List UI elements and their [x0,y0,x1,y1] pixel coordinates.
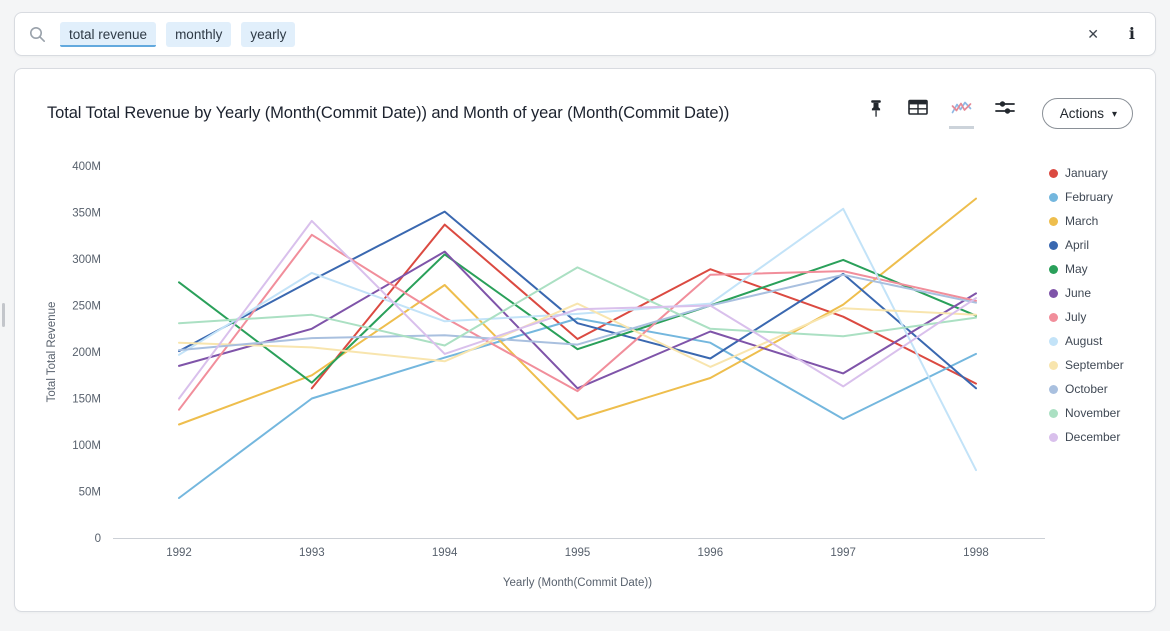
legend-dot-march [1049,216,1058,226]
legend-dot-december [1049,432,1058,442]
search-token-strip[interactable]: total revenue monthly yearly [50,21,296,47]
y-tick-label: 250M [72,301,101,313]
y-tick-label: 300M [72,254,101,266]
legend-label: October [1065,382,1108,396]
legend-item-may[interactable]: May [1049,257,1124,281]
pin-icon[interactable] [865,98,887,129]
legend-item-december[interactable]: December [1049,425,1124,449]
x-axis-title: Yearly (Month(Commit Date)) [503,577,652,589]
search-bar[interactable]: total revenue monthly yearly ✕ i [14,12,1156,56]
chart-title: Total Total Revenue by Yearly (Month(Com… [47,103,730,122]
search-token-yearly[interactable]: yearly [241,21,296,47]
y-tick-label: 0 [95,533,101,545]
search-icon [29,26,46,43]
legend-dot-october [1049,384,1058,394]
y-tick-label: 400M [72,161,101,173]
legend-item-september[interactable]: September [1049,353,1124,377]
series-line-december[interactable] [178,219,977,400]
actions-button[interactable]: Actions ▾ [1041,97,1133,129]
legend-item-february[interactable]: February [1049,185,1124,209]
y-axis-title: Total Total Revenue [46,302,58,403]
y-tick-label: 50M [79,487,101,499]
legend-dot-november [1049,408,1058,418]
legend-item-november[interactable]: November [1049,401,1124,425]
caret-down-icon: ▾ [1111,108,1117,120]
legend-label: December [1065,430,1121,444]
y-tick-label: 100M [72,440,101,452]
x-tick-label: 1997 [830,547,856,559]
legend-dot-february [1049,192,1058,202]
clear-search-icon[interactable]: ✕ [1087,26,1099,42]
legend-label: February [1065,190,1114,204]
y-tick-label: 150M [72,394,101,406]
legend-dot-june [1049,288,1058,298]
series-line-february[interactable] [178,317,977,499]
legend-dot-september [1049,360,1058,370]
series-line-july[interactable] [178,233,977,411]
legend-label: June [1065,286,1092,300]
series-line-june[interactable] [178,250,977,390]
series-line-september[interactable] [178,302,977,368]
series-line-january[interactable] [310,223,977,390]
legend-item-january[interactable]: January [1049,161,1124,185]
series-line-november[interactable] [178,266,977,347]
legend-dot-january [1049,168,1058,178]
y-tick-label: 350M [72,208,101,220]
x-tick-label: 1994 [432,547,458,559]
legend-dot-may [1049,264,1058,274]
legend-label: January [1065,166,1108,180]
legend-dot-july [1049,312,1058,322]
legend-item-june[interactable]: June [1049,281,1124,305]
line-chart[interactable]: 400M 350M 300M 250M 200M 150M 100M 50M 0 Total To… [15,69,1157,613]
series-line-may[interactable] [178,253,977,384]
chart-config-icon[interactable] [993,98,1017,129]
answer-card: Total Total Revenue by Yearly (Month(Com… [14,68,1156,612]
table-icon[interactable] [906,98,930,129]
legend-label: March [1065,214,1099,228]
legend-item-july[interactable]: July [1049,305,1124,329]
legend-item-august[interactable]: August [1049,329,1124,353]
legend-label: May [1065,262,1088,276]
header-toolbar: Actions ▾ [865,97,1133,129]
search-token-monthly[interactable]: monthly [166,21,232,47]
x-tick-label: 1995 [565,547,591,559]
series-line-october[interactable] [178,273,977,352]
legend-item-october[interactable]: October [1049,377,1124,401]
legend-item-april[interactable]: April [1049,233,1124,257]
y-tick-label: 200M [72,347,101,359]
chart-legend: January February March April May June July Augu… [1049,161,1124,449]
legend-dot-april [1049,240,1058,250]
x-tick-label: 1993 [299,547,325,559]
x-tick-label: 1996 [698,547,724,559]
left-panel-handle[interactable] [2,303,5,327]
chart-icon[interactable] [948,98,974,129]
answer-header: Total Total Revenue by Yearly (Month(Com… [47,95,1133,131]
legend-label: July [1065,310,1087,324]
legend-label: April [1065,238,1090,252]
legend-label: November [1065,406,1121,420]
series-line-march[interactable] [178,197,977,426]
legend-label: August [1065,334,1103,348]
actions-button-label: Actions [1059,105,1104,121]
x-tick-label: 1998 [963,547,989,559]
search-token-total-revenue[interactable]: total revenue [60,21,157,47]
x-tick-label: 1992 [166,547,192,559]
legend-dot-august [1049,336,1058,346]
info-icon[interactable]: i [1128,24,1135,43]
legend-label: September [1065,358,1124,372]
legend-item-march[interactable]: March [1049,209,1124,233]
series-line-august[interactable] [178,207,977,472]
